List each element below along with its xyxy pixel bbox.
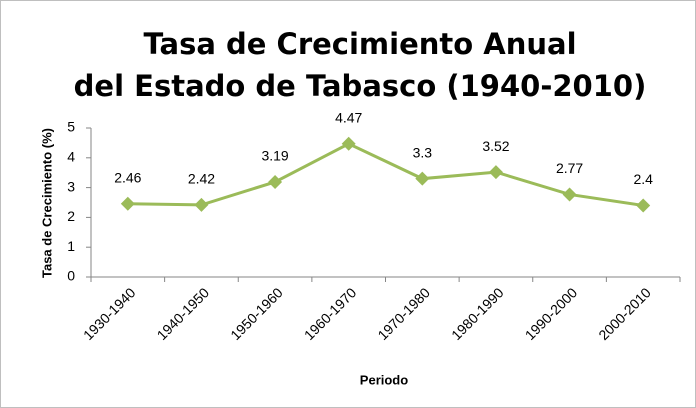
data-label: 2.77 xyxy=(556,160,583,176)
line xyxy=(127,142,644,207)
marker xyxy=(415,171,430,186)
marker xyxy=(636,198,651,213)
marker xyxy=(120,196,135,211)
data-label: 3.19 xyxy=(261,148,288,164)
y-tick-label: 3 xyxy=(67,178,75,194)
marker xyxy=(488,165,503,180)
data-label: 2.46 xyxy=(114,169,141,185)
marker xyxy=(268,174,283,189)
x-axis-title: Periodo xyxy=(360,372,408,387)
y-tick-label: 2 xyxy=(67,208,75,224)
data-label: 2.42 xyxy=(188,171,215,187)
y-tick-label: 4 xyxy=(67,149,75,165)
y-tick-label: 5 xyxy=(67,119,75,135)
marker xyxy=(194,197,209,212)
y-tick-label: 0 xyxy=(67,268,75,284)
chart-title: Tasa de Crecimiento Anual xyxy=(143,27,576,61)
data-label: 4.47 xyxy=(335,109,362,125)
data-label: 2.4 xyxy=(633,171,653,187)
y-tick-label: 1 xyxy=(67,238,75,254)
y-axis-title: Tasa de Crecimiento (%) xyxy=(39,128,54,278)
chart-title: del Estado de Tabasco (1940-2010) xyxy=(74,69,647,103)
marker xyxy=(341,136,356,151)
marker xyxy=(562,187,577,202)
data-label: 3.52 xyxy=(482,138,509,154)
data-label: 3.3 xyxy=(413,144,433,160)
